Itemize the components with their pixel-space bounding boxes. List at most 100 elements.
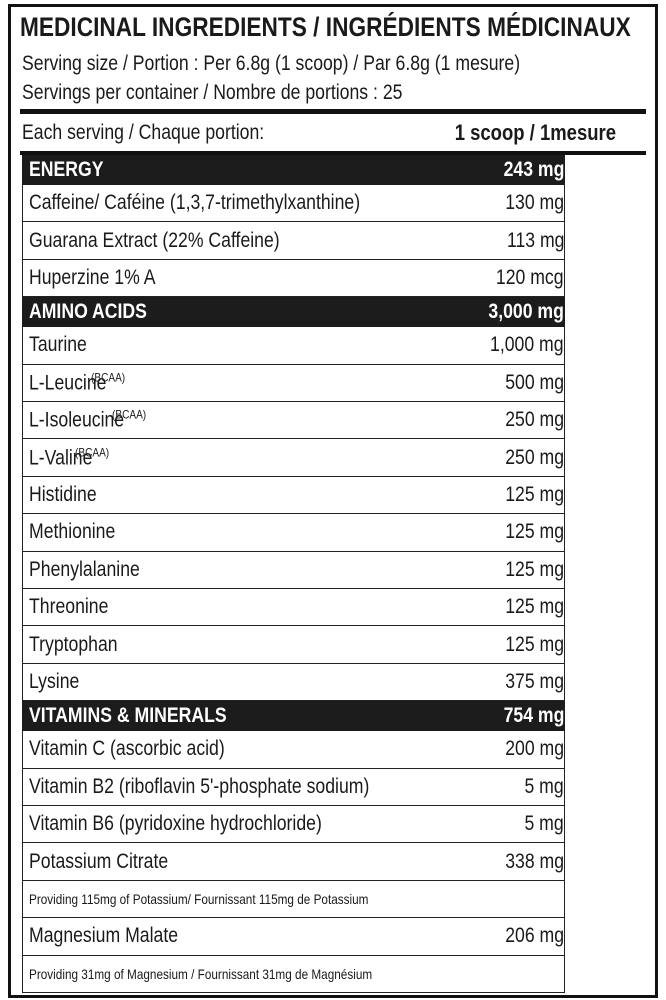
ingredient-amount-text: 250 mg <box>505 445 564 469</box>
ingredient-row: Tryptophan 125 mg <box>22 626 565 664</box>
ingredient-amount: 130 mg <box>494 191 564 215</box>
thick-rule <box>20 151 646 155</box>
ingredient-name: Vitamin B2 (riboflavin 5'-phosphate sodi… <box>29 775 434 799</box>
ingredient-row: Vitamin B6 (pyridoxine hydrochloride) 5 m… <box>22 806 565 844</box>
section-name: VITAMINS & MINERALS <box>29 704 264 728</box>
ingredient-name-text: Tryptophan <box>29 632 118 656</box>
ingredient-name-text: Caffeine/ Caféine (1,3,7-trimethylxanthi… <box>29 191 361 215</box>
ingredient-name: Tryptophan <box>29 633 134 657</box>
section-amount: 243 mg <box>492 158 564 182</box>
ingredient-row: Huperzine 1% A 120 mcg <box>22 259 565 298</box>
ingredient-amount: 125 mg <box>494 483 564 507</box>
ingredient-name-text: Phenylalanine <box>29 557 140 581</box>
serving-size: Serving size / Portion : Per 6.8g (1 sco… <box>22 52 521 75</box>
ingredient-row: L-Isoleucine(BCAA) 250 mg <box>22 402 565 440</box>
section-header: ENERGY 243 mg <box>22 155 565 185</box>
section-amount-text: 3,000 mg <box>488 299 564 323</box>
ingredient-name-text: Vitamin B2 (riboflavin 5'-phosphate sodi… <box>29 774 370 798</box>
ingredient-row: Methionine 125 mg <box>22 514 565 552</box>
ingredient-amount: 1,000 mg <box>476 333 564 357</box>
ingredient-name: Histidine <box>29 483 110 507</box>
ingredient-row: Threonine 125 mg <box>22 589 565 627</box>
ingredient-tag: (BCAA) <box>91 370 126 385</box>
ingredient-amount: 120 mcg <box>483 266 564 290</box>
ingredient-row: Vitamin C (ascorbic acid) 200 mg <box>22 731 565 769</box>
ingredient-amount: 375 mg <box>494 670 564 694</box>
ingredient-name: Magnesium Malate <box>29 924 206 948</box>
ingredient-row: Lysine 375 mg <box>22 663 565 702</box>
note: Providing 31mg of Magnesium / Fournissan… <box>29 966 438 982</box>
ingredient-tag: (BCAA) <box>112 407 147 422</box>
ingredient-row: Caffeine/ Caféine (1,3,7-trimethylxanthi… <box>22 185 565 223</box>
section-name: ENERGY <box>29 158 118 182</box>
column-label: Each serving / Chaque portion: <box>22 121 265 144</box>
thick-rule <box>20 109 646 114</box>
ingredient-name: Taurine <box>29 333 98 357</box>
ingredient-amount-text: 125 mg <box>505 557 564 581</box>
label-border <box>8 4 658 998</box>
ingredient-amount-text: 200 mg <box>505 737 564 761</box>
ingredient-name: Huperzine 1% A <box>29 266 180 290</box>
ingredient-amount: 125 mg <box>494 633 564 657</box>
ingredient-name-text: Vitamin B6 (pyridoxine hydrochloride) <box>29 812 322 836</box>
ingredient-amount-text: 338 mg <box>505 849 564 873</box>
ingredient-amount: 113 mg <box>496 228 564 253</box>
ingredient-name: L-Leucine(BCAA) <box>29 370 132 395</box>
section-name-text: ENERGY <box>29 157 104 181</box>
ingredient-row: Vitamin B2 (riboflavin 5'-phosphate sodi… <box>22 768 565 806</box>
ingredient-name-text: Methionine <box>29 520 116 544</box>
note-row: Providing 115mg of Potassium/ Fournissan… <box>22 880 565 919</box>
title: MEDICINAL INGREDIENTS / INGRÉDIENTS MÉDI… <box>20 12 631 42</box>
section-name: AMINO ACIDS <box>29 300 169 324</box>
ingredient-amount: 5 mg <box>517 812 564 836</box>
ingredient-name-text: Lysine <box>29 669 80 693</box>
ingredient-amount-text: 375 mg <box>505 669 564 693</box>
note-row: Providing 31mg of Magnesium / Fournissan… <box>22 955 565 993</box>
servings-per-container: Servings per container / Nombre de porti… <box>22 81 403 104</box>
ingredient-row: L-Valine(BCAA) 250 mg <box>22 439 565 477</box>
ingredient-amount: 125 mg <box>494 595 564 619</box>
section-amount: 754 mg <box>492 704 564 728</box>
ingredient-name-text: L-Leucine <box>29 371 107 395</box>
section-header: AMINO ACIDS 3,000 mg <box>22 297 565 328</box>
ingredient-amount: 338 mg <box>494 850 564 874</box>
ingredient-amount: 125 mg <box>494 520 564 544</box>
note-text: Providing 31mg of Magnesium / Fournissan… <box>29 965 373 982</box>
section-amount-text: 754 mg <box>503 703 564 727</box>
ingredient-name-text: Potassium Citrate <box>29 849 169 873</box>
ingredient-row: Guarana Extract (22% Caffeine) 113 mg <box>22 222 565 260</box>
ingredient-name: Threonine <box>29 595 124 619</box>
ingredient-name-text: Threonine <box>29 595 109 619</box>
ingredient-amount-text: 125 mg <box>505 595 564 619</box>
ingredient-name: Phenylalanine <box>29 558 161 582</box>
ingredient-amount: 206 mg <box>494 924 564 948</box>
ingredient-name: Methionine <box>29 520 132 544</box>
ingredient-name-text: Histidine <box>29 482 97 506</box>
ingredient-name: L-Isoleucine(BCAA) <box>29 408 153 433</box>
note: Providing 115mg of Potassium/ Fournissan… <box>29 891 433 907</box>
ingredient-name: L-Valine(BCAA) <box>29 445 115 470</box>
ingredient-amount-text: 113 mg <box>506 228 564 252</box>
ingredient-name: Caffeine/ Caféine (1,3,7-trimethylxanthi… <box>29 191 423 215</box>
ingredient-amount: 250 mg <box>494 408 564 432</box>
section-amount-text: 243 mg <box>503 157 564 181</box>
ingredient-amount-text: 5 mg <box>524 812 564 836</box>
ingredient-tag: (BCAA) <box>74 445 109 460</box>
column-amount: 1 scoop / 1mesure <box>454 120 616 145</box>
ingredient-amount-text: 206 mg <box>505 924 564 948</box>
section-name-text: AMINO ACIDS <box>29 299 147 323</box>
ingredient-amount-text: 125 mg <box>505 520 564 544</box>
ingredient-amount: 200 mg <box>494 737 564 761</box>
ingredient-amount: 125 mg <box>494 558 564 582</box>
ingredient-row: L-Leucine(BCAA) 500 mg <box>22 364 565 402</box>
ingredient-row: Potassium Citrate 338 mg <box>22 843 565 881</box>
ingredient-amount-text: 1,000 mg <box>490 333 564 357</box>
ingredient-name: Potassium Citrate <box>29 850 195 874</box>
ingredient-name-text: Magnesium Malate <box>29 924 179 948</box>
ingredient-amount-text: 130 mg <box>505 191 564 215</box>
ingredient-name-text: Guarana Extract (22% Caffeine) <box>29 228 280 252</box>
ingredient-name: Guarana Extract (22% Caffeine) <box>29 229 327 253</box>
ingredient-amount: 5 mg <box>517 775 564 799</box>
ingredient-amount-text: 250 mg <box>505 408 564 432</box>
